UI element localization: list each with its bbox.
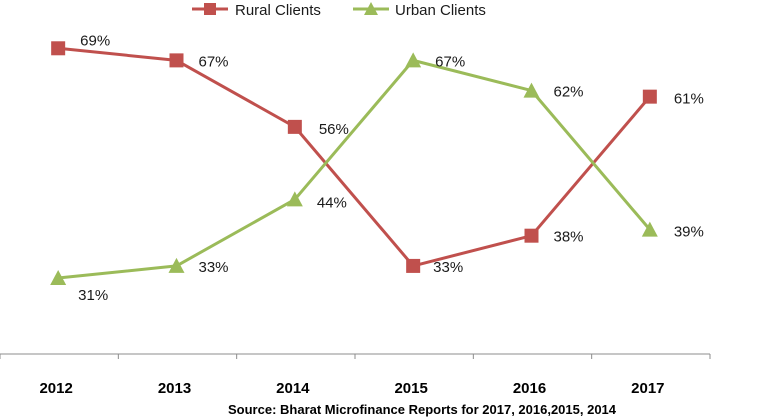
data-label: 31% (78, 287, 108, 304)
data-point (406, 258, 421, 273)
x-axis: 2012 2013 2014 2015 2016 2017 (0, 353, 711, 397)
x-tick-label: 2013 (158, 380, 191, 397)
data-label: 44% (317, 194, 347, 211)
data-point (641, 221, 658, 237)
data-point (524, 228, 539, 243)
data-label: 61% (674, 91, 704, 108)
data-point (523, 82, 540, 98)
data-point (168, 257, 185, 273)
data-labels: 69% 67% 56% 33% 38% 61% 31% 33% 44% 67% 62% 39% (78, 32, 704, 304)
data-point (51, 41, 66, 56)
data-label: 56% (319, 121, 349, 138)
x-tick-label: 2017 (631, 380, 664, 397)
data-label: 69% (80, 32, 110, 49)
legend: Rural Clients Urban Clients (192, 2, 486, 19)
x-tick-label: 2012 (39, 380, 72, 397)
x-tick-label: 2014 (276, 380, 310, 397)
data-point (286, 191, 303, 207)
legend-label: Rural Clients (235, 2, 321, 19)
data-label: 67% (199, 53, 229, 70)
data-point (169, 53, 184, 68)
series-line-0 (58, 46, 651, 268)
x-tick-label: 2015 (394, 380, 427, 397)
series-line-1 (58, 58, 651, 280)
data-label: 33% (433, 259, 463, 276)
series-markers (50, 41, 658, 285)
data-label: 39% (674, 224, 704, 241)
legend-square-marker (204, 3, 216, 15)
x-tick-label: 2016 (513, 380, 546, 397)
legend-label: Urban Clients (395, 2, 486, 19)
data-point (642, 89, 657, 104)
data-label: 62% (554, 84, 584, 101)
data-label: 33% (199, 259, 229, 276)
data-point (287, 119, 302, 134)
source-note: Source: Bharat Microfinance Reports for … (228, 402, 617, 417)
series-lines (58, 46, 651, 280)
legend-triangle-marker (364, 2, 378, 15)
data-label: 38% (554, 229, 584, 246)
data-point (405, 52, 422, 68)
data-label: 67% (435, 53, 465, 70)
data-point (50, 270, 67, 285)
